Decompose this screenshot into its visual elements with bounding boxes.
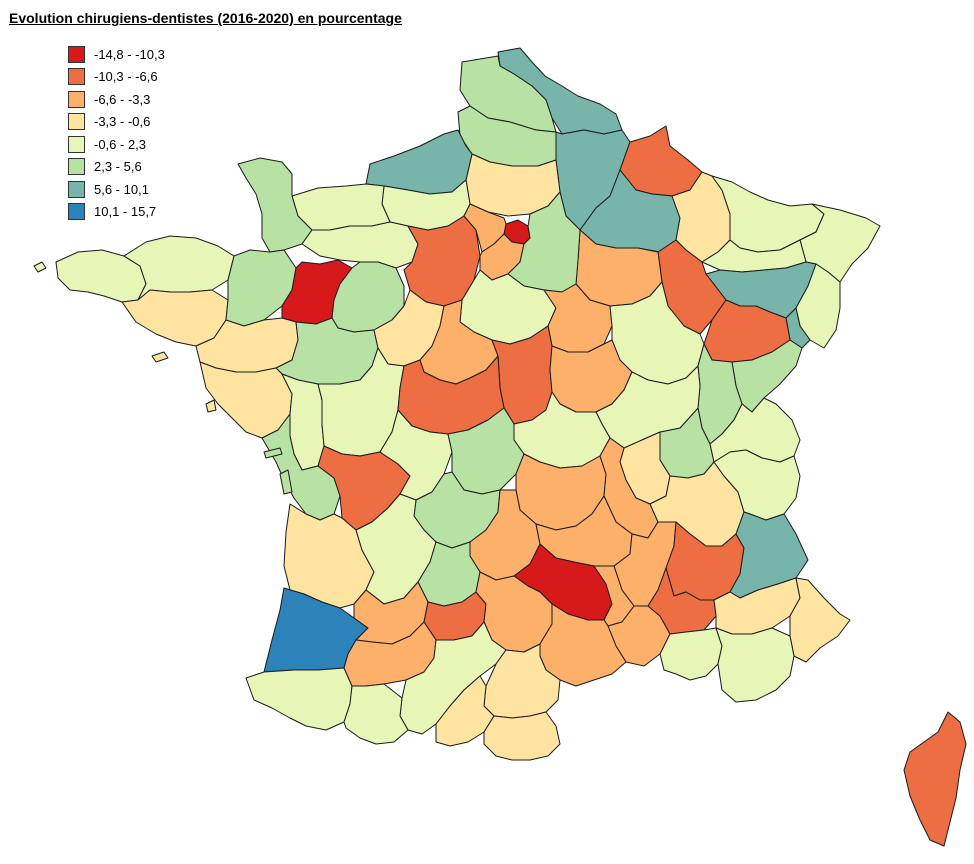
dept-yvelines[interactable] xyxy=(463,203,507,253)
legend-swatch xyxy=(68,90,85,108)
dept-hautes-pyrenees[interactable] xyxy=(343,683,409,745)
map-title: Evolution chirugiens-dentistes (2016-202… xyxy=(9,10,402,26)
legend-swatch xyxy=(68,113,85,131)
legend-label: -10,3 - -6,6 xyxy=(94,69,158,85)
dept-pyrenees-orientales[interactable] xyxy=(483,711,561,761)
dept-ariege[interactable] xyxy=(435,675,495,747)
legend-label: -14,8 - -10,3 xyxy=(94,46,165,62)
dept-alpes-maritimes[interactable] xyxy=(789,577,851,663)
coastal-islands xyxy=(33,261,293,495)
legend-item: 2,3 - 5,6 xyxy=(68,156,165,179)
legend-item: -0,6 - 2,3 xyxy=(68,133,165,156)
dept-pyrenees-atlantiques[interactable] xyxy=(245,667,353,731)
dept-savoie[interactable] xyxy=(713,449,801,521)
legend-label: 2,3 - 5,6 xyxy=(94,159,142,175)
legend-swatch xyxy=(68,180,85,198)
legend-item: 10,1 - 15,7 xyxy=(68,201,165,224)
dept-calvados[interactable] xyxy=(291,183,391,231)
island-re xyxy=(263,447,283,459)
legend-swatch xyxy=(68,68,85,86)
legend-label: 10,1 - 15,7 xyxy=(94,204,157,220)
legend-label: -3,3 - -0,6 xyxy=(94,114,151,130)
legend-swatch xyxy=(68,45,85,63)
legend-item: -6,6 - -3,3 xyxy=(68,88,165,111)
island-oleron xyxy=(279,469,293,495)
legend-swatch xyxy=(68,203,85,221)
legend-label: -0,6 - 2,3 xyxy=(94,136,147,152)
departments xyxy=(55,47,967,847)
dept-haut-rhin[interactable] xyxy=(795,263,841,349)
dept-var[interactable] xyxy=(715,627,795,703)
legend-swatch xyxy=(68,135,85,153)
island-ouessant xyxy=(33,261,47,273)
island-noirmoutier xyxy=(205,399,217,413)
island-belle-ile xyxy=(151,351,169,363)
legend-label: 5,6 - 10,1 xyxy=(94,181,149,197)
legend-label: -6,6 - -3,3 xyxy=(94,91,151,107)
dept-seine-maritime[interactable] xyxy=(365,129,473,195)
legend-item: -10,3 - -6,6 xyxy=(68,66,165,89)
legend-swatch xyxy=(68,158,85,176)
legend: -14,8 - -10,3 -10,3 - -6,6 -6,6 - -3,3 -… xyxy=(68,43,165,223)
legend-item: -3,3 - -0,6 xyxy=(68,111,165,134)
dept-bouches-du-rhone[interactable] xyxy=(659,627,723,681)
legend-item: -14,8 - -10,3 xyxy=(68,43,165,66)
dept-haute-vienne[interactable] xyxy=(379,409,453,501)
dept-corse[interactable] xyxy=(903,711,967,847)
legend-item: 5,6 - 10,1 xyxy=(68,178,165,201)
